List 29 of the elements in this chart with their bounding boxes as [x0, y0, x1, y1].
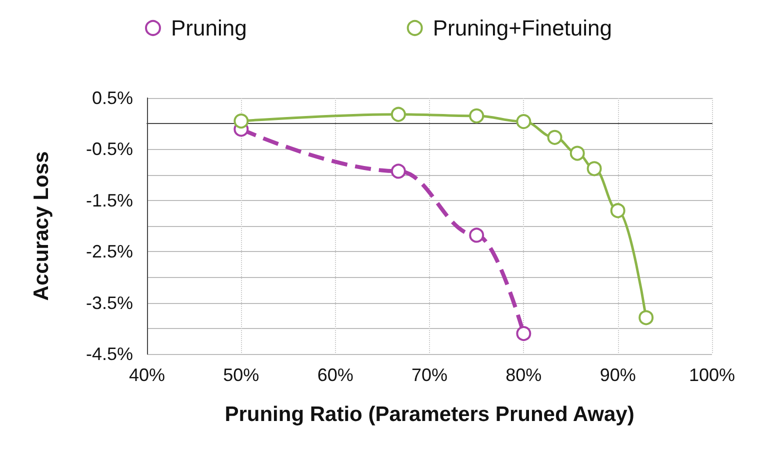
- point: [390, 164, 406, 179]
- point: [469, 228, 484, 243]
- x-axis-title: Pruning Ratio (Parameters Pruned Away): [224, 403, 634, 426]
- y-tick-label: -0.5%: [86, 139, 133, 160]
- point: [638, 310, 654, 326]
- point: [234, 114, 249, 129]
- y-tick-label: -4.5%: [86, 344, 133, 364]
- x-tick-label: 70%: [411, 365, 448, 385]
- y-tick-label: 0.5%: [92, 88, 133, 108]
- y-tick-label: -3.5%: [86, 292, 133, 313]
- x-tick-label: 90%: [600, 365, 636, 385]
- x-tick-label: 50%: [223, 365, 260, 385]
- point: [586, 161, 602, 176]
- point: [516, 114, 532, 130]
- y-tick-label: -2.5%: [86, 242, 133, 262]
- point: [469, 108, 484, 124]
- point: [570, 146, 585, 161]
- legend-label: Pruning+Finetuing: [432, 16, 612, 40]
- point: [516, 326, 532, 342]
- point: [390, 106, 406, 122]
- x-tick-label: 100%: [688, 365, 736, 385]
- x-tick-label: 60%: [317, 365, 354, 385]
- point: [547, 130, 562, 145]
- point: [610, 203, 626, 218]
- y-axis-title: Accuracy Loss: [30, 151, 53, 301]
- y-tick-label: -1.5%: [86, 190, 133, 210]
- x-tick-label: 40%: [128, 365, 166, 385]
- x-tick-label: 80%: [506, 365, 542, 385]
- legend-label: Pruning: [170, 16, 247, 40]
